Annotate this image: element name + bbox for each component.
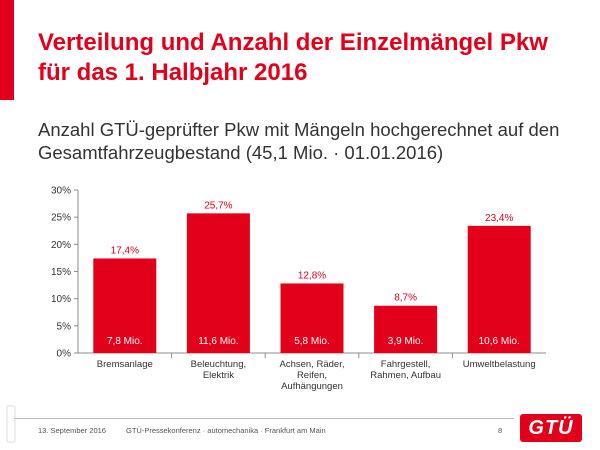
y-tick-label: 25% <box>51 213 71 224</box>
category-label: Fahrgestell, <box>381 359 431 370</box>
category-label: Beleuchtung, <box>191 359 246 370</box>
slide-title: Verteilung und Anzahl der Einzelmängel P… <box>38 28 578 88</box>
y-tick-label: 20% <box>51 240 71 251</box>
bar <box>280 283 344 353</box>
bar-value-label: 25,7% <box>204 200 232 211</box>
category-label: Umweltbelastung <box>463 359 536 370</box>
y-tick-label: 0% <box>57 349 72 360</box>
y-tick-label: 5% <box>57 321 72 332</box>
chart-subtitle: Anzahl GTÜ-geprüfter Pkw mit Mängeln hoc… <box>38 118 578 164</box>
y-tick-label: 15% <box>51 267 71 278</box>
y-tick-label: 30% <box>51 186 71 197</box>
bar-count-label: 10,6 Mio. <box>479 336 520 347</box>
footer-date: 13. September 2016 <box>38 426 106 435</box>
bar <box>467 225 531 353</box>
bar-value-label: 12,8% <box>298 270 326 281</box>
slide-title-line-2: für das 1. Halbjahr 2016 <box>38 59 308 86</box>
category-label: Elektrik <box>203 370 234 381</box>
category-label: Achsen, Räder, <box>280 359 345 370</box>
category-label: Reifen, <box>297 370 327 381</box>
chart-subtitle-line-2: Gesamtfahrzeugbestand (45,1 Mio. · 01.01… <box>38 142 444 163</box>
accent-bar <box>0 0 14 100</box>
bar <box>186 213 250 353</box>
bar-count-label: 3,9 Mio. <box>388 336 424 347</box>
gtu-logo: GTÜ <box>520 414 582 442</box>
watermark-icon <box>4 404 18 444</box>
footer-event: GTÜ-Pressekonferenz · automechanika · Fr… <box>126 426 326 435</box>
bar-count-label: 11,6 Mio. <box>198 336 238 347</box>
bar-count-label: 5,8 Mio. <box>294 336 330 347</box>
category-label: Aufhängungen <box>281 381 343 392</box>
y-tick-label: 10% <box>51 294 71 305</box>
bar-count-label: 7,8 Mio. <box>107 336 143 347</box>
page-number: 8 <box>498 426 503 435</box>
category-label: Bremsanlage <box>97 359 153 370</box>
bar-value-label: 17,4% <box>111 245 139 256</box>
bar <box>93 258 157 353</box>
chart-subtitle-line-1: Anzahl GTÜ-geprüfter Pkw mit Mängeln hoc… <box>38 119 560 140</box>
bar <box>374 305 438 353</box>
slide-title-line-1: Verteilung und Anzahl der Einzelmängel P… <box>38 29 548 56</box>
footer-divider <box>14 418 514 419</box>
bar-value-label: 8,7% <box>394 293 417 304</box>
bar-value-label: 23,4% <box>485 213 513 224</box>
category-label: Rahmen, Aufbau <box>370 370 441 381</box>
